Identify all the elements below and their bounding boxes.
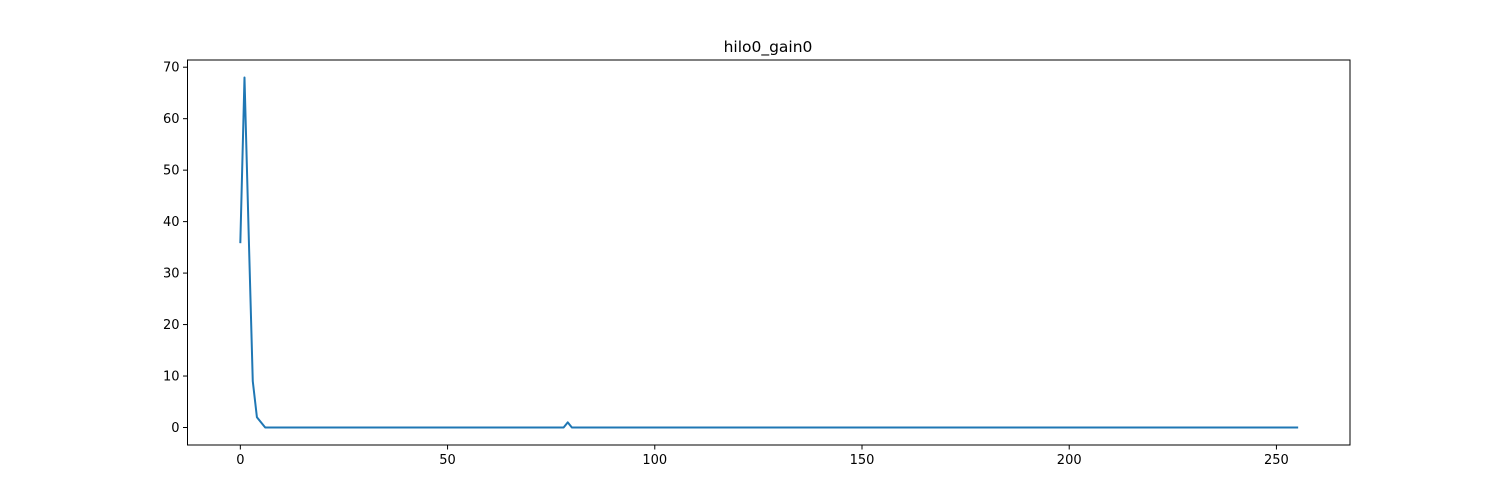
x-tick-label: 50 xyxy=(439,453,456,468)
y-tick-label: 40 xyxy=(163,215,180,230)
chart-title: hilo0_gain0 xyxy=(724,38,813,57)
y-tick-label: 0 xyxy=(171,421,179,436)
y-tick-label: 10 xyxy=(163,370,180,385)
x-tick-label: 200 xyxy=(1057,453,1082,468)
x-tick-label: 150 xyxy=(850,453,875,468)
x-tick-label: 0 xyxy=(236,453,244,468)
x-tick-label: 100 xyxy=(642,453,667,468)
y-tick-label: 30 xyxy=(163,267,180,282)
axes-frame xyxy=(187,59,1351,446)
y-tick-label: 60 xyxy=(163,112,180,127)
y-tick-label: 50 xyxy=(163,164,180,179)
y-tick-label: 70 xyxy=(163,61,180,76)
y-tick-label: 20 xyxy=(163,318,180,333)
plot-area: 0 50 100 150 200 250 0 10 20 30 40 50 60 70 xyxy=(163,59,1351,468)
x-tick-label: 250 xyxy=(1264,453,1289,468)
series-line-0 xyxy=(239,76,1299,429)
